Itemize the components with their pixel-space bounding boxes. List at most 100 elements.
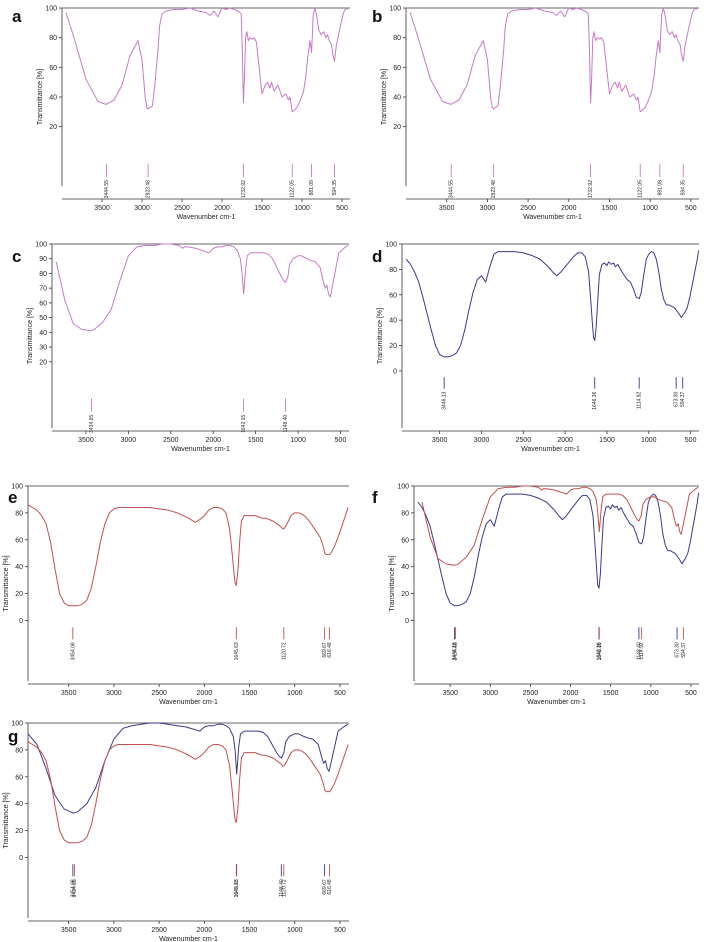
panel-a: 20 40 60 80 100 3500 3000 2500 2000 1500 1000 500 Wa…: [12, 6, 350, 221]
peak-label: 2923.48: [146, 180, 152, 198]
peak-label: 3446.13: [442, 391, 448, 409]
x-tick-label: 500: [335, 437, 347, 444]
peak-label: 3434.65: [453, 642, 459, 660]
y-tick-label: 60: [401, 537, 409, 544]
peak-label: 1114.92: [637, 391, 643, 409]
peak-label: 3454.08: [70, 642, 76, 660]
panel-b: 20 40 60 80 100 3500 3000 2500 2000 1500 1000 500 Wa…: [372, 6, 699, 221]
y-tick-label: 80: [389, 267, 397, 274]
panel-letter: f: [372, 488, 378, 507]
peak-label: 1642.15: [241, 415, 247, 433]
x-axis-title: Wavenumber cm-1: [177, 214, 236, 221]
panel-letter: b: [372, 7, 382, 26]
peak-label: 1148.40: [636, 642, 642, 660]
y-tick-label: 60: [39, 300, 47, 307]
y-tick-label: 100: [397, 484, 409, 491]
y-tick-label: 60: [389, 292, 397, 299]
peak-label: 1645.63: [234, 879, 240, 897]
y-tick-label: 20: [49, 124, 57, 131]
y-tick-label: 80: [15, 747, 23, 754]
y-tick-label: 60: [15, 537, 23, 544]
x-tick-label: 2000: [205, 437, 221, 444]
spectrum-line-1: [405, 250, 700, 358]
peak-label: 3444.55: [449, 180, 455, 198]
x-tick-label: 1000: [290, 437, 306, 444]
x-tick-label: 3000: [106, 927, 122, 934]
x-tick-label: 1500: [248, 437, 264, 444]
y-tick-label: 100: [11, 721, 23, 728]
peak-label: 669.67: [322, 879, 328, 895]
y-tick-label: 80: [15, 510, 23, 517]
x-axis-title: Wavenumber cm-1: [527, 699, 586, 706]
peak-label: 3434.65: [72, 879, 78, 897]
y-tick-label: 100: [389, 6, 401, 13]
peak-label: 673.30: [675, 642, 681, 658]
spectrum-line-1: [409, 7, 697, 113]
peak-label: 3434.65: [89, 415, 95, 433]
y-tick-label: 40: [389, 318, 397, 325]
x-tick-label: 3000: [482, 690, 498, 697]
spectrum-line-1: [417, 492, 700, 607]
y-axis-title: Transmittance [%]: [3, 555, 10, 611]
panel-g: 0 20 40 60 80 100 3500 3000 2500 2000 1500 1000 500 W…: [3, 721, 349, 942]
peak-label: 1120.72: [281, 642, 287, 660]
x-tick-label: 500: [685, 205, 697, 212]
x-tick-label: 2000: [197, 690, 213, 697]
peak-label: 594.37: [681, 642, 687, 658]
x-tick-label: 1500: [603, 690, 619, 697]
y-axis-title: Transmittance [%]: [37, 69, 44, 125]
peak-label: 1122.05: [290, 180, 296, 198]
x-tick-label: 2500: [523, 690, 539, 697]
y-tick-label: 40: [15, 564, 23, 571]
peak-label: 616.48: [327, 879, 333, 895]
spectrum-line-1: [27, 504, 349, 607]
y-tick-label: 60: [49, 65, 57, 72]
x-tick-label: 3500: [78, 437, 94, 444]
peak-label: 594.35: [332, 180, 338, 196]
panel-d: 0 20 40 60 80 100 3500 3000 2500 2000 1500 1000 500 W…: [372, 242, 700, 453]
x-tick-label: 3000: [106, 690, 122, 697]
peak-label: 3444.55: [104, 180, 110, 198]
spectrum-line-2: [27, 741, 349, 844]
y-tick-label: 80: [49, 35, 57, 42]
x-tick-label: 3000: [474, 437, 490, 444]
x-axis-title: Wavenumber cm-1: [523, 214, 582, 221]
panel-letter: c: [12, 247, 21, 266]
x-tick-label: 2500: [151, 690, 167, 697]
y-tick-label: 40: [15, 801, 23, 808]
y-tick-label: 40: [49, 95, 57, 102]
y-tick-label: 20: [15, 591, 23, 598]
x-tick-label: 1500: [242, 690, 258, 697]
x-tick-label: 2500: [163, 437, 179, 444]
y-tick-label: 40: [393, 95, 401, 102]
x-tick-label: 3500: [94, 205, 110, 212]
y-axis-title: Transmittance [%]: [3, 792, 10, 848]
y-tick-label: 20: [401, 591, 409, 598]
x-tick-label: 2000: [561, 205, 577, 212]
x-tick-label: 1500: [242, 927, 258, 934]
x-tick-label: 500: [336, 205, 348, 212]
x-tick-label: 1000: [641, 437, 657, 444]
peak-label: 673.30: [674, 391, 680, 407]
x-axis-title: Wavenumber cm-1: [159, 699, 218, 706]
x-tick-label: 2000: [557, 437, 573, 444]
peak-label: 2923.48: [491, 180, 497, 198]
peak-label: 1732.92: [588, 180, 594, 198]
y-tick-label: 20: [39, 359, 47, 366]
x-tick-label: 2500: [174, 205, 190, 212]
peak-label: 1732.92: [241, 180, 247, 198]
y-axis-title: Transmittance [%]: [27, 308, 34, 364]
x-tick-label: 1000: [642, 205, 658, 212]
panel-letter: g: [8, 727, 18, 746]
y-tick-label: 20: [393, 124, 401, 131]
panel-e: 0 20 40 60 80 100 3500 3000 2500 2000 1500 1000 500 W…: [3, 484, 349, 706]
x-tick-label: 1000: [287, 690, 303, 697]
x-tick-label: 3500: [61, 927, 77, 934]
y-tick-label: 20: [389, 343, 397, 350]
y-tick-label: 80: [401, 510, 409, 517]
y-tick-label: 0: [19, 855, 23, 862]
y-tick-label: 20: [15, 828, 23, 835]
peak-label: 1646.36: [592, 391, 598, 409]
